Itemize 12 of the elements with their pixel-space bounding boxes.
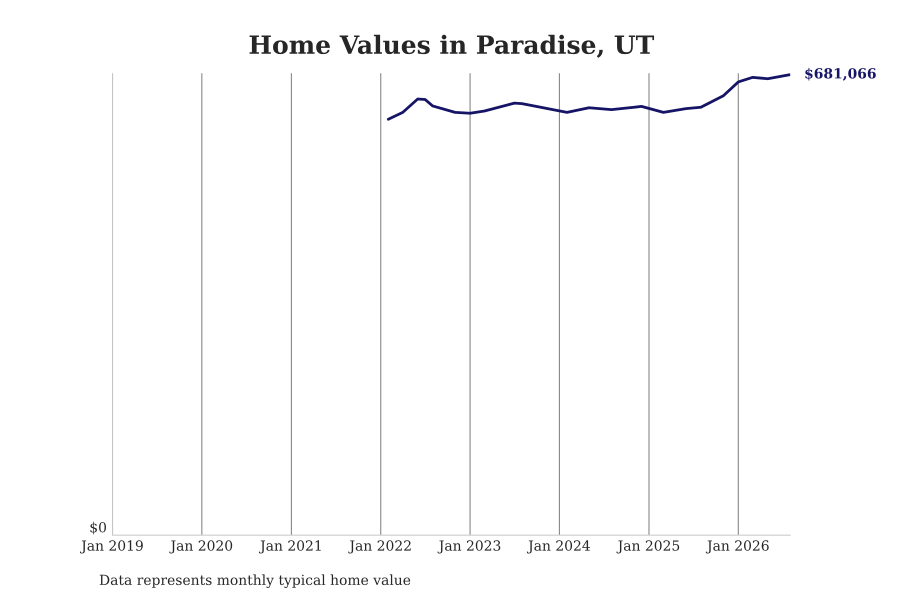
x-tick-label: Jan 2020 xyxy=(169,540,232,554)
text: $0 xyxy=(90,522,106,534)
annotation: $681,066 xyxy=(805,68,876,81)
x-tick-label: Jan 2022 xyxy=(348,540,411,554)
x-tick-label: Jan 2024 xyxy=(526,540,590,554)
x-tick-label: Jan 2025 xyxy=(616,540,680,554)
text: Data represents monthly typical home value xyxy=(100,574,410,588)
x-tick-label: Jan 2019 xyxy=(80,540,143,554)
x-tick-label: Jan 2023 xyxy=(438,540,500,554)
chart-title: Home Values in Paradise, UT xyxy=(250,34,654,58)
x-tick-label: Jan 2021 xyxy=(258,540,321,554)
x-tick-label: Jan 2026 xyxy=(706,540,769,554)
